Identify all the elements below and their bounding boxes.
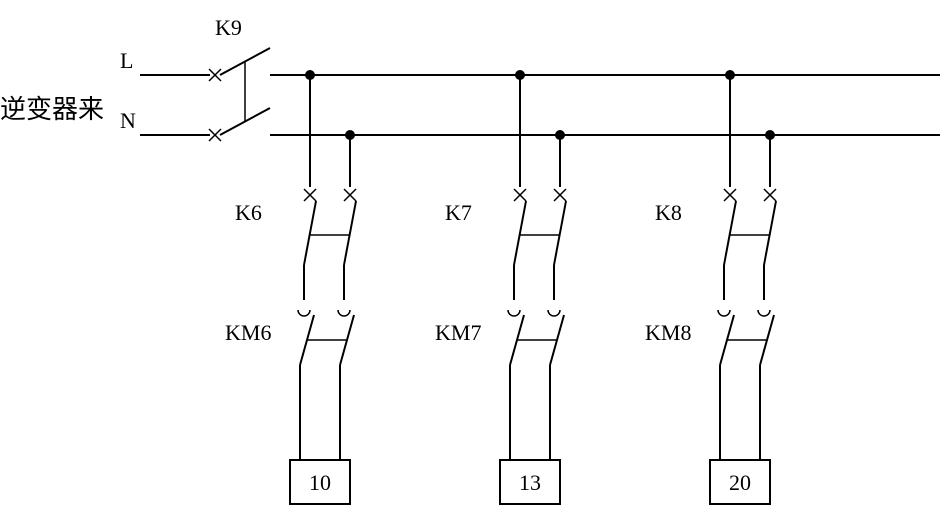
breaker-K8: K8 bbox=[655, 189, 776, 280]
load-label: 10 bbox=[309, 470, 331, 495]
switch-K9 bbox=[209, 48, 270, 141]
contactor-label: KM7 bbox=[435, 320, 481, 345]
main-switch-label: K9 bbox=[215, 15, 242, 40]
bus-L-label: L bbox=[120, 48, 133, 73]
breaker-label: K8 bbox=[655, 200, 682, 225]
branch-0: K6 KM6 10 bbox=[225, 75, 356, 504]
load-box-10: 10 bbox=[290, 460, 350, 504]
electrical-schematic: 逆变器来 L N K9 K6 KM6 10 K7 KM7 13 K8 KM8 20 bbox=[0, 0, 948, 525]
breaker-K6: K6 bbox=[235, 189, 356, 280]
load-label: 20 bbox=[729, 470, 751, 495]
contactor-label: KM8 bbox=[645, 320, 691, 345]
breaker-label: K6 bbox=[235, 200, 262, 225]
branch-2: K8 KM8 20 bbox=[645, 75, 776, 504]
contactor-KM8: KM8 bbox=[645, 310, 774, 380]
breaker-K7: K7 bbox=[445, 189, 566, 280]
source-label: 逆变器来 bbox=[0, 95, 104, 124]
load-box-20: 20 bbox=[710, 460, 770, 504]
branches: K6 KM6 10 K7 KM7 13 K8 KM8 20 bbox=[225, 75, 776, 504]
contactor-KM7: KM7 bbox=[435, 310, 564, 380]
load-box-13: 13 bbox=[500, 460, 560, 504]
contactor-label: KM6 bbox=[225, 320, 271, 345]
bus-N-label: N bbox=[120, 108, 136, 133]
branch-1: K7 KM7 13 bbox=[435, 75, 566, 504]
breaker-label: K7 bbox=[445, 200, 472, 225]
load-label: 13 bbox=[519, 470, 541, 495]
contactor-KM6: KM6 bbox=[225, 310, 354, 380]
